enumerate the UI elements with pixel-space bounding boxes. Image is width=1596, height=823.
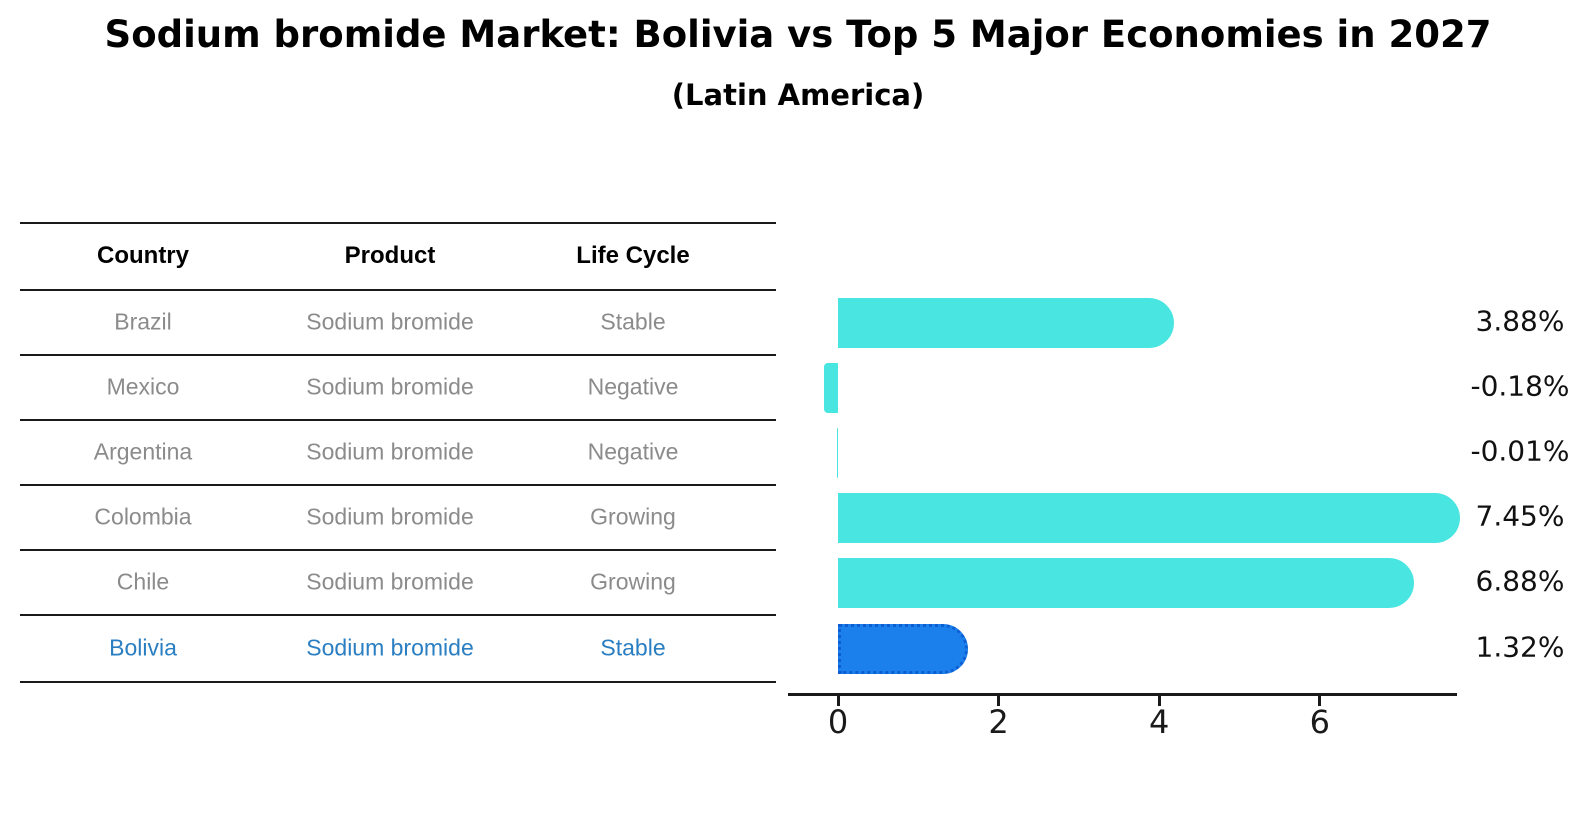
value-label-mexico: -0.18%: [1470, 369, 1570, 403]
bar-colombia: [838, 493, 1461, 543]
bar-mexico: [823, 363, 838, 413]
table-row-colombia-life_cycle: Growing: [590, 503, 676, 529]
table-header-1: Product: [344, 242, 436, 269]
x-axis-ticklabel-2: 2: [988, 703, 1009, 741]
table-row-brazil-country: Brazil: [114, 308, 172, 334]
value-label-chile: 6.88%: [1475, 564, 1565, 598]
table-row-bolivia-product: Sodium bromide: [306, 634, 474, 660]
x-axis-ticklabel-4: 4: [1149, 703, 1170, 741]
table-row-colombia-country: Colombia: [94, 503, 192, 529]
table-header-0: Country: [97, 242, 189, 269]
table-rule-3: [20, 419, 776, 421]
table-row-brazil-life_cycle: Stable: [600, 308, 666, 334]
x-axis-tick-0: [836, 695, 840, 706]
x-axis-line: [788, 693, 1457, 696]
value-label-colombia: 7.45%: [1475, 499, 1565, 533]
x-axis-tick-2: [997, 695, 1001, 706]
table-row-brazil-product: Sodium bromide: [306, 308, 474, 334]
bar-argentina: [836, 428, 838, 478]
table-row-mexico-country: Mexico: [106, 373, 180, 399]
table-row-colombia-product: Sodium bromide: [306, 503, 474, 529]
table-header-2: Life Cycle: [576, 242, 690, 269]
table-rule-1: [20, 289, 776, 291]
table-rule-2: [20, 354, 776, 356]
table-row-mexico-life_cycle: Negative: [587, 373, 679, 399]
table-row-chile-country: Chile: [116, 568, 170, 594]
chart-subtitle: (Latin America): [671, 78, 925, 112]
bar-bolivia: [838, 624, 968, 674]
table-row-argentina-country: Argentina: [93, 438, 193, 464]
value-label-bolivia: 1.32%: [1475, 630, 1565, 664]
table-rule-4: [20, 484, 776, 486]
value-label-argentina: -0.01%: [1470, 434, 1570, 468]
table-rule-6: [20, 614, 776, 616]
table-row-argentina-product: Sodium bromide: [306, 438, 474, 464]
table-rule-5: [20, 549, 776, 551]
table-row-bolivia-life_cycle: Stable: [600, 634, 666, 660]
table-row-chile-product: Sodium bromide: [306, 568, 474, 594]
bar-chile: [838, 558, 1415, 608]
bar-brazil: [838, 298, 1174, 348]
table-rule-7: [20, 681, 776, 683]
x-axis-ticklabel-6: 6: [1309, 703, 1330, 741]
table-row-argentina-life_cycle: Negative: [587, 438, 679, 464]
x-axis-tick-4: [1157, 695, 1161, 706]
table-rule-0: [20, 222, 776, 224]
table-row-mexico-product: Sodium bromide: [306, 373, 474, 399]
table-row-bolivia-country: Bolivia: [109, 634, 177, 660]
chart-title: Sodium bromide Market: Bolivia vs Top 5 …: [104, 13, 1492, 56]
x-axis-ticklabel-0: 0: [827, 703, 849, 741]
table-row-chile-life_cycle: Growing: [590, 568, 676, 594]
value-label-brazil: 3.88%: [1475, 304, 1565, 338]
x-axis-tick-6: [1318, 695, 1322, 706]
